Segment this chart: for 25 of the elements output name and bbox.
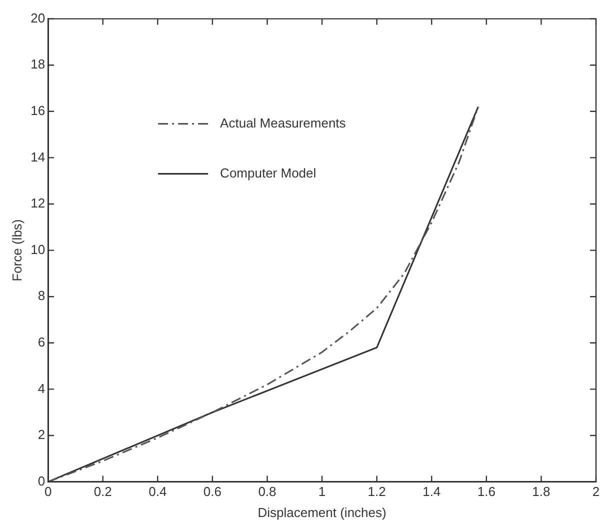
x-tick-label: 1.8 <box>532 484 550 500</box>
y-axis-title: Force (lbs) <box>9 219 24 282</box>
x-tick-label: 1.2 <box>368 484 386 500</box>
x-tick-label: 0.2 <box>94 484 112 500</box>
x-tick-label: 1.4 <box>422 484 441 500</box>
y-tick-label: 6 <box>38 334 46 350</box>
y-tick-label: 8 <box>38 288 46 304</box>
y-tick-label: 18 <box>30 56 46 72</box>
x-tick-label: 2 <box>592 484 600 500</box>
x-tick-label: 0.4 <box>148 484 167 500</box>
x-axis-title: Displacement (inches) <box>258 504 386 520</box>
x-tick-label: 1 <box>318 484 326 500</box>
x-tick-label: 0.6 <box>203 484 222 500</box>
y-tick-label: 12 <box>30 196 46 211</box>
legend-label: Actual Measurements <box>220 115 346 130</box>
y-tick-label: 20 <box>30 10 46 26</box>
y-tick-label: 10 <box>30 242 46 257</box>
y-tick-label: 14 <box>30 149 46 164</box>
y-tick-label: 4 <box>38 380 46 396</box>
y-tick-label: 0 <box>38 473 46 488</box>
legend-label: Computer Model <box>220 165 316 180</box>
x-tick-label: 0.8 <box>258 484 276 500</box>
y-tick-label: 2 <box>38 427 46 442</box>
x-tick-label: 1.6 <box>477 484 496 500</box>
y-tick-label: 16 <box>30 102 46 118</box>
